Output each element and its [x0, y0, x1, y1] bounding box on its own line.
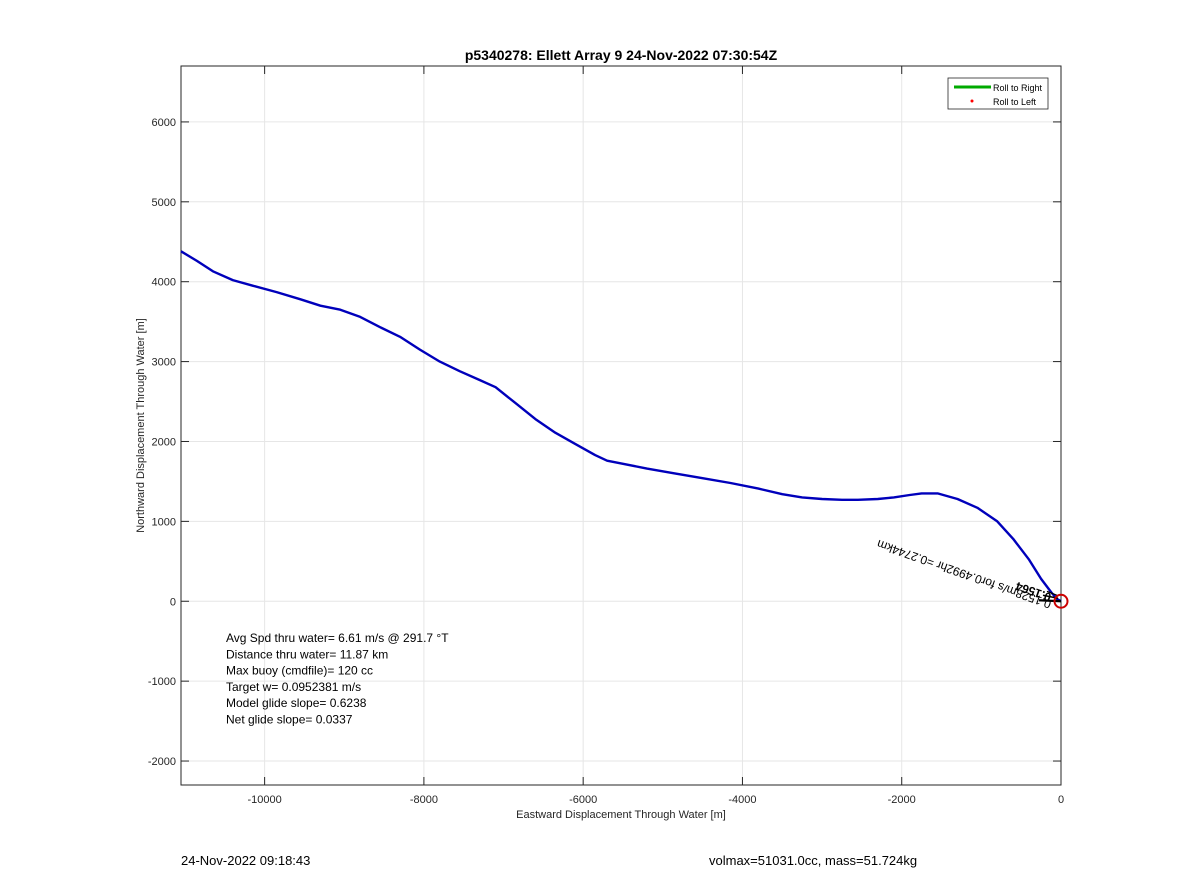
- x-axis-label: Eastward Displacement Through Water [m]: [516, 809, 726, 821]
- y-tick-label: 1000: [152, 516, 176, 528]
- annotation-line: Target w= 0.0952381 m/s: [226, 680, 361, 694]
- axis-ticks: -10000 -8000 -6000 -4000 -2000 0-2000-1000010…: [148, 66, 1064, 806]
- legend: Roll to Right Roll to Left: [947, 77, 1049, 110]
- footer-timestamp: 24-Nov-2022 09:18:43: [181, 853, 311, 868]
- y-tick-label: 5000: [152, 197, 176, 209]
- x-tick-label: -4000: [728, 794, 756, 806]
- y-tick-label: 6000: [152, 117, 176, 129]
- annotation-line: Distance thru water= 11.87 km: [226, 647, 388, 661]
- legend-label: Roll to Right: [993, 83, 1043, 93]
- y-tick-label: 0: [170, 596, 176, 608]
- chart-title: p5340278: Ellett Array 9 24-Nov-2022 07:…: [465, 47, 778, 63]
- footer-mass-info: volmax=51031.0cc, mass=51.724kg: [709, 853, 918, 868]
- x-tick-label: -6000: [569, 794, 597, 806]
- current-vector-arrow: [1038, 599, 1062, 603]
- x-tick-label: -8000: [410, 794, 438, 806]
- legend-swatch-dot: [970, 99, 974, 103]
- legend-label: Roll to Left: [993, 97, 1037, 107]
- annotation-line: Model glide slope= 0.6238: [226, 696, 367, 710]
- annotation-line: Max buoy (cmdfile)= 120 cc: [226, 664, 373, 678]
- y-tick-label: 3000: [152, 357, 176, 369]
- x-tick-label: -2000: [888, 794, 916, 806]
- grid-lines: [181, 66, 1061, 785]
- x-tick-label: 0: [1058, 794, 1064, 806]
- y-tick-label: -2000: [148, 756, 176, 768]
- end-point-circle: [1053, 593, 1069, 609]
- y-axis-label: Northward Displacement Through Water [m]: [135, 318, 147, 533]
- current-vector-arrow: [1046, 590, 1058, 596]
- legend-box: [947, 77, 1049, 110]
- annotation-line: Avg Spd thru water= 6.61 m/s @ 291.7 °T: [226, 631, 449, 645]
- y-tick-label: -1000: [148, 676, 176, 688]
- y-tick-label: 4000: [152, 277, 176, 289]
- annotation-block: Avg Spd thru water= 6.61 m/s @ 291.7 °T D…: [226, 631, 449, 727]
- x-tick-label: -10000: [247, 794, 281, 806]
- annotation-line: Net glide slope= 0.0337: [226, 713, 353, 727]
- plot-frame: [180, 65, 1062, 786]
- trajectory-line: [180, 250, 1062, 603]
- y-tick-label: 2000: [152, 436, 176, 448]
